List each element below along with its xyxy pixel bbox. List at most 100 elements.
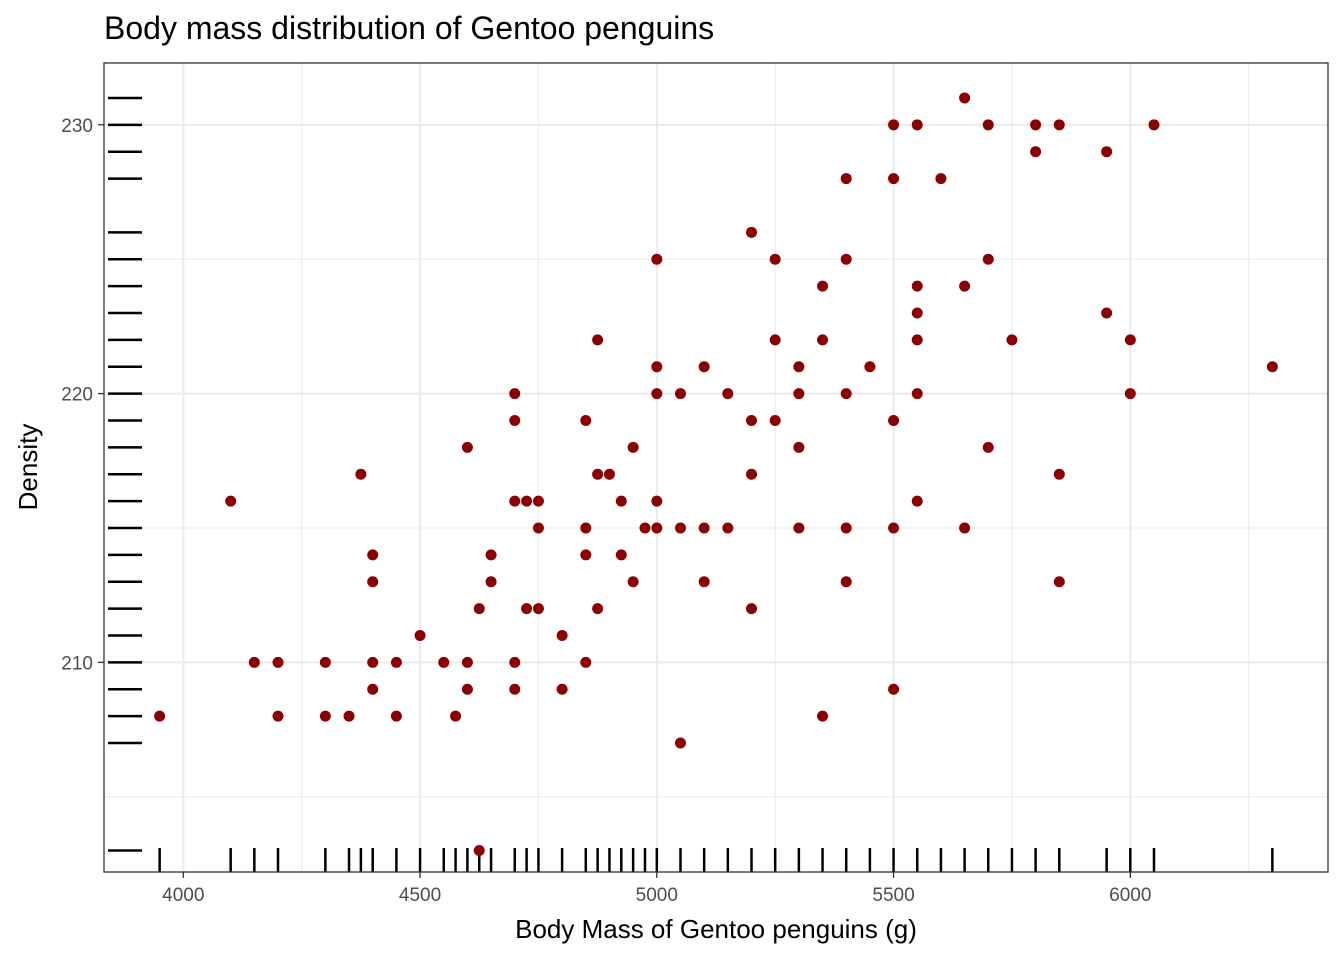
data-point [521,495,533,507]
data-point [746,414,758,426]
data-point [615,495,627,507]
data-point [592,468,604,480]
data-point [580,656,592,668]
data-point [225,495,237,507]
data-point [532,522,544,534]
data-point [911,495,923,507]
data-point [1030,119,1042,131]
data-point [722,388,734,400]
data-point [367,683,379,695]
minor-gridlines [104,63,1328,872]
data-point [793,441,805,453]
data-point [746,468,758,480]
data-point [840,253,852,265]
data-point [769,414,781,426]
data-point [603,468,615,480]
data-point [1053,119,1065,131]
x-axis-title: Body Mass of Gentoo penguins (g) [515,914,917,944]
x-tick-label: 4000 [162,885,204,906]
data-point [911,334,923,346]
data-point [793,522,805,534]
data-point [888,173,900,185]
data-point [793,388,805,400]
data-point [367,576,379,588]
data-point [1006,334,1018,346]
data-point [319,656,331,668]
data-point [888,522,900,534]
data-point [461,683,473,695]
data-point [911,119,923,131]
data-point [627,441,639,453]
data-point [888,414,900,426]
data-point [698,576,710,588]
data-point [532,603,544,615]
data-point [1148,119,1160,131]
data-point [911,307,923,319]
data-point [674,522,686,534]
data-point [438,656,450,668]
y-tick-label: 210 [61,653,93,674]
data-point [746,603,758,615]
data-point [592,334,604,346]
data-point [580,522,592,534]
data-point [698,361,710,373]
data-point [769,253,781,265]
data-point [888,683,900,695]
data-point [272,656,284,668]
data-point [864,361,876,373]
data-point [390,656,402,668]
major-gridlines [104,63,1328,872]
data-point [319,710,331,722]
data-point [1053,576,1065,588]
x-rug [158,848,1274,872]
data-point [746,226,758,238]
chart-title: Body mass distribution of Gentoo penguin… [104,10,714,46]
data-point [450,710,462,722]
data-point [1124,334,1136,346]
data-point [698,522,710,534]
data-point [840,576,852,588]
data-point [840,388,852,400]
data-point [580,549,592,561]
data-point [272,710,284,722]
data-point [414,629,426,641]
data-point [154,710,166,722]
data-point [982,441,994,453]
data-point [461,656,473,668]
data-point [1101,307,1113,319]
data-point [485,576,497,588]
data-point [911,388,923,400]
data-point [651,495,663,507]
data-point [793,361,805,373]
data-point [888,119,900,131]
data-point [390,710,402,722]
data-point [509,495,521,507]
data-point [674,737,686,749]
data-points [154,92,1278,856]
data-point [556,629,568,641]
data-point [674,388,686,400]
data-point [1030,146,1042,158]
data-point [959,280,971,292]
data-point [509,414,521,426]
data-point [651,522,663,534]
y-rug [108,96,142,852]
data-point [1053,468,1065,480]
plot-panel-border [103,62,1329,873]
data-point [473,844,485,856]
data-point [1101,146,1113,158]
y-tick-label: 220 [61,385,93,406]
x-tick-label: 4500 [399,885,441,906]
plot-panel [104,63,1328,872]
data-point [639,522,651,534]
data-point [615,549,627,561]
data-point [367,656,379,668]
data-point [840,522,852,534]
y-axis: 210 220 230 [61,116,104,674]
data-point [627,576,639,588]
data-point [651,361,663,373]
data-point [1266,361,1278,373]
data-point [367,549,379,561]
x-tick-label: 5500 [872,885,914,906]
data-point [959,92,971,104]
